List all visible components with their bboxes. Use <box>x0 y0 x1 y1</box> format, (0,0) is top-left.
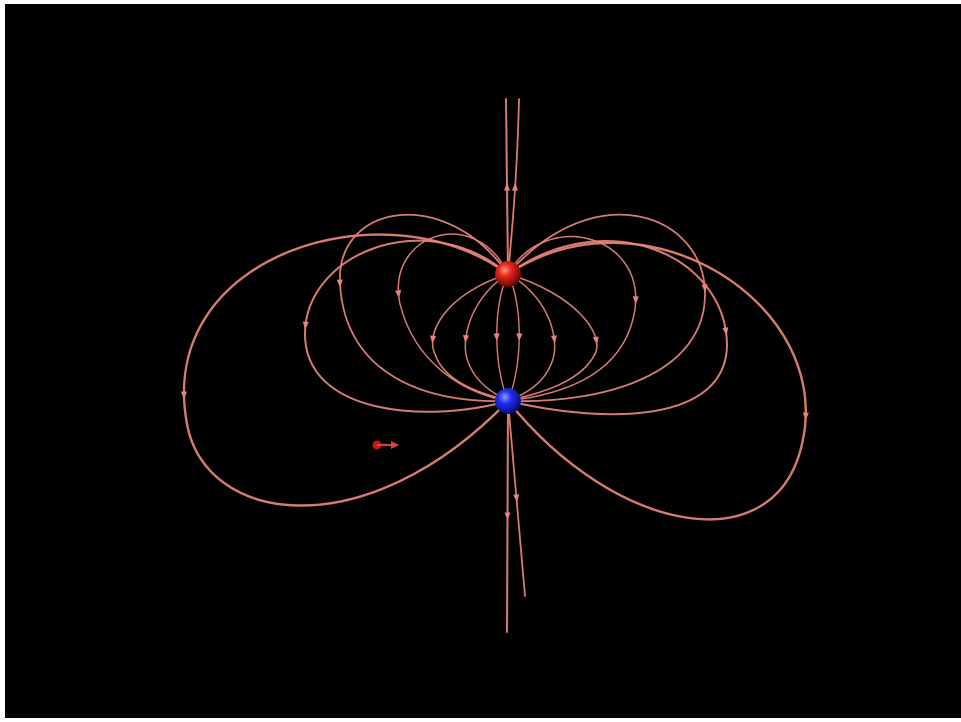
arrow-icon <box>802 412 809 421</box>
arrow-icon <box>430 335 437 344</box>
field-lines <box>183 98 807 633</box>
arrow-icon <box>463 334 470 344</box>
small-arrow-icon <box>372 440 399 450</box>
field-direction-arrows <box>180 182 809 521</box>
field-line <box>507 273 520 402</box>
field-line <box>507 213 706 403</box>
field-line <box>507 240 729 416</box>
field-line <box>496 273 509 402</box>
arrow-icon <box>592 336 599 345</box>
field-line <box>464 273 509 402</box>
field-line <box>506 241 807 521</box>
positive-charge-sphere <box>495 261 521 287</box>
arrow-icon <box>701 284 708 293</box>
arrow-icon <box>504 182 511 191</box>
arrow-icon <box>493 333 500 342</box>
arrow-icon <box>336 279 343 288</box>
arrow-icon <box>395 290 402 299</box>
arrow-icon <box>513 494 520 503</box>
field-line <box>397 233 509 402</box>
3d-viewport <box>5 4 961 718</box>
arrow-icon <box>302 321 309 330</box>
field-line <box>507 273 598 402</box>
arrow-icon <box>550 335 557 344</box>
field-line <box>431 273 509 402</box>
arrow-icon <box>180 391 187 400</box>
field-line <box>507 235 637 402</box>
arrow-icon <box>511 182 518 191</box>
field-line <box>303 239 509 413</box>
field-line <box>183 233 510 507</box>
arrow-icon <box>722 327 729 336</box>
electric-dipole-field-scene <box>180 98 809 633</box>
negative-charge-sphere <box>495 388 521 414</box>
arrow-icon <box>516 333 523 342</box>
field-line <box>507 400 526 597</box>
arrow-icon <box>632 296 639 305</box>
field-line <box>507 273 556 402</box>
arrow-icon <box>504 512 511 521</box>
field-line <box>507 98 520 275</box>
